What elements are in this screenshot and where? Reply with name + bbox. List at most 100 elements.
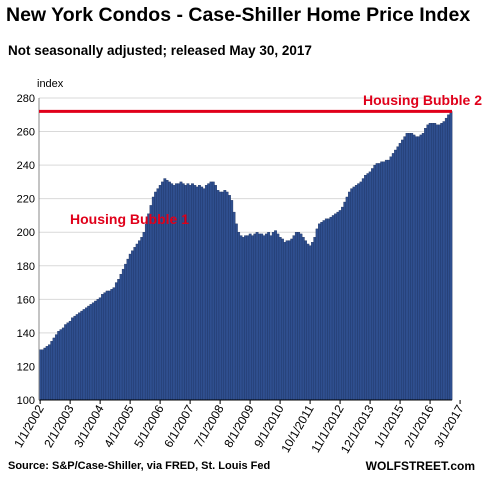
y-tick-label: 240 bbox=[17, 160, 35, 172]
bar bbox=[357, 183, 361, 401]
bar bbox=[126, 258, 130, 401]
bar bbox=[78, 312, 81, 401]
bar bbox=[117, 279, 121, 401]
x-tick-label: 3/1/2017 bbox=[431, 402, 467, 450]
bar bbox=[361, 178, 365, 401]
bar bbox=[417, 136, 421, 401]
bar bbox=[103, 292, 107, 401]
bar bbox=[308, 245, 312, 401]
bar bbox=[188, 185, 192, 401]
y-tick-label: 120 bbox=[17, 361, 35, 373]
bar bbox=[368, 171, 372, 401]
y-tick-label: 260 bbox=[17, 127, 35, 139]
bar bbox=[140, 237, 144, 401]
bar bbox=[444, 117, 448, 401]
bar bbox=[271, 232, 275, 401]
bar bbox=[283, 242, 287, 401]
y-tick-label: 200 bbox=[17, 227, 35, 239]
bar bbox=[387, 159, 391, 401]
bar bbox=[322, 220, 326, 401]
bar bbox=[41, 349, 44, 401]
bar bbox=[329, 216, 333, 401]
bar bbox=[371, 168, 374, 401]
bar bbox=[258, 233, 261, 401]
bar bbox=[377, 163, 381, 401]
bar bbox=[281, 238, 284, 401]
bar bbox=[114, 282, 118, 401]
bar bbox=[193, 185, 197, 401]
bar bbox=[144, 223, 148, 401]
bar bbox=[207, 183, 211, 401]
bar bbox=[347, 191, 351, 401]
bar bbox=[269, 235, 273, 401]
bar bbox=[108, 290, 111, 401]
bar bbox=[364, 175, 367, 401]
bar bbox=[301, 237, 305, 401]
bar bbox=[260, 233, 264, 401]
bar bbox=[230, 200, 234, 401]
bar bbox=[195, 186, 199, 401]
bar bbox=[292, 235, 296, 401]
bar bbox=[246, 235, 250, 401]
bar bbox=[204, 185, 208, 401]
y-tick-label: 140 bbox=[17, 328, 35, 340]
bar bbox=[324, 218, 328, 401]
bar bbox=[294, 232, 298, 401]
y-tick-label: 180 bbox=[17, 261, 35, 273]
bar bbox=[66, 322, 70, 401]
y-tick-label: 160 bbox=[17, 294, 35, 306]
bar bbox=[384, 159, 388, 401]
bar bbox=[407, 133, 411, 401]
bar bbox=[202, 188, 206, 401]
bar bbox=[112, 287, 116, 401]
bar bbox=[320, 221, 324, 401]
bar bbox=[221, 191, 224, 401]
bar bbox=[45, 346, 49, 401]
bar bbox=[50, 341, 54, 401]
bar bbox=[313, 237, 317, 401]
bar bbox=[366, 173, 370, 401]
bar bbox=[433, 122, 437, 401]
bar bbox=[59, 329, 63, 401]
bar bbox=[80, 310, 84, 401]
bar bbox=[64, 324, 68, 401]
bar bbox=[401, 139, 404, 401]
source-note: Source: S&P/Case-Shiller, via FRED, St. … bbox=[8, 460, 271, 472]
bar bbox=[410, 133, 414, 401]
bar bbox=[223, 190, 227, 401]
bar bbox=[306, 243, 310, 401]
bar bbox=[131, 250, 134, 401]
brand-watermark: WOLFSTREET.com bbox=[365, 459, 475, 473]
bar bbox=[375, 163, 379, 401]
bar bbox=[96, 299, 100, 401]
bar bbox=[437, 124, 441, 401]
bar bbox=[426, 124, 430, 401]
bar bbox=[101, 294, 104, 401]
bar bbox=[43, 347, 47, 401]
bar bbox=[331, 215, 335, 401]
bar bbox=[138, 240, 141, 401]
bar bbox=[98, 297, 102, 401]
bar bbox=[54, 334, 58, 401]
bar bbox=[237, 232, 241, 401]
bar bbox=[327, 218, 331, 401]
bar bbox=[336, 211, 340, 401]
bar bbox=[255, 232, 259, 401]
bar bbox=[414, 136, 418, 401]
bar bbox=[354, 185, 358, 401]
bar bbox=[285, 240, 289, 401]
bar bbox=[262, 235, 266, 401]
bar bbox=[128, 253, 132, 401]
bar bbox=[200, 186, 204, 401]
bar bbox=[398, 143, 402, 401]
bar bbox=[345, 196, 349, 401]
y-tick-label: 220 bbox=[17, 194, 35, 206]
bar bbox=[244, 235, 247, 401]
bar bbox=[424, 128, 427, 401]
chart-subtitle: Not seasonally adjusted; released May 30… bbox=[8, 43, 312, 58]
bar bbox=[248, 233, 252, 401]
bar bbox=[311, 242, 314, 401]
bar bbox=[382, 161, 386, 401]
annotation-bubble-2: Housing Bubble 2 bbox=[363, 92, 482, 108]
bar bbox=[191, 183, 194, 401]
